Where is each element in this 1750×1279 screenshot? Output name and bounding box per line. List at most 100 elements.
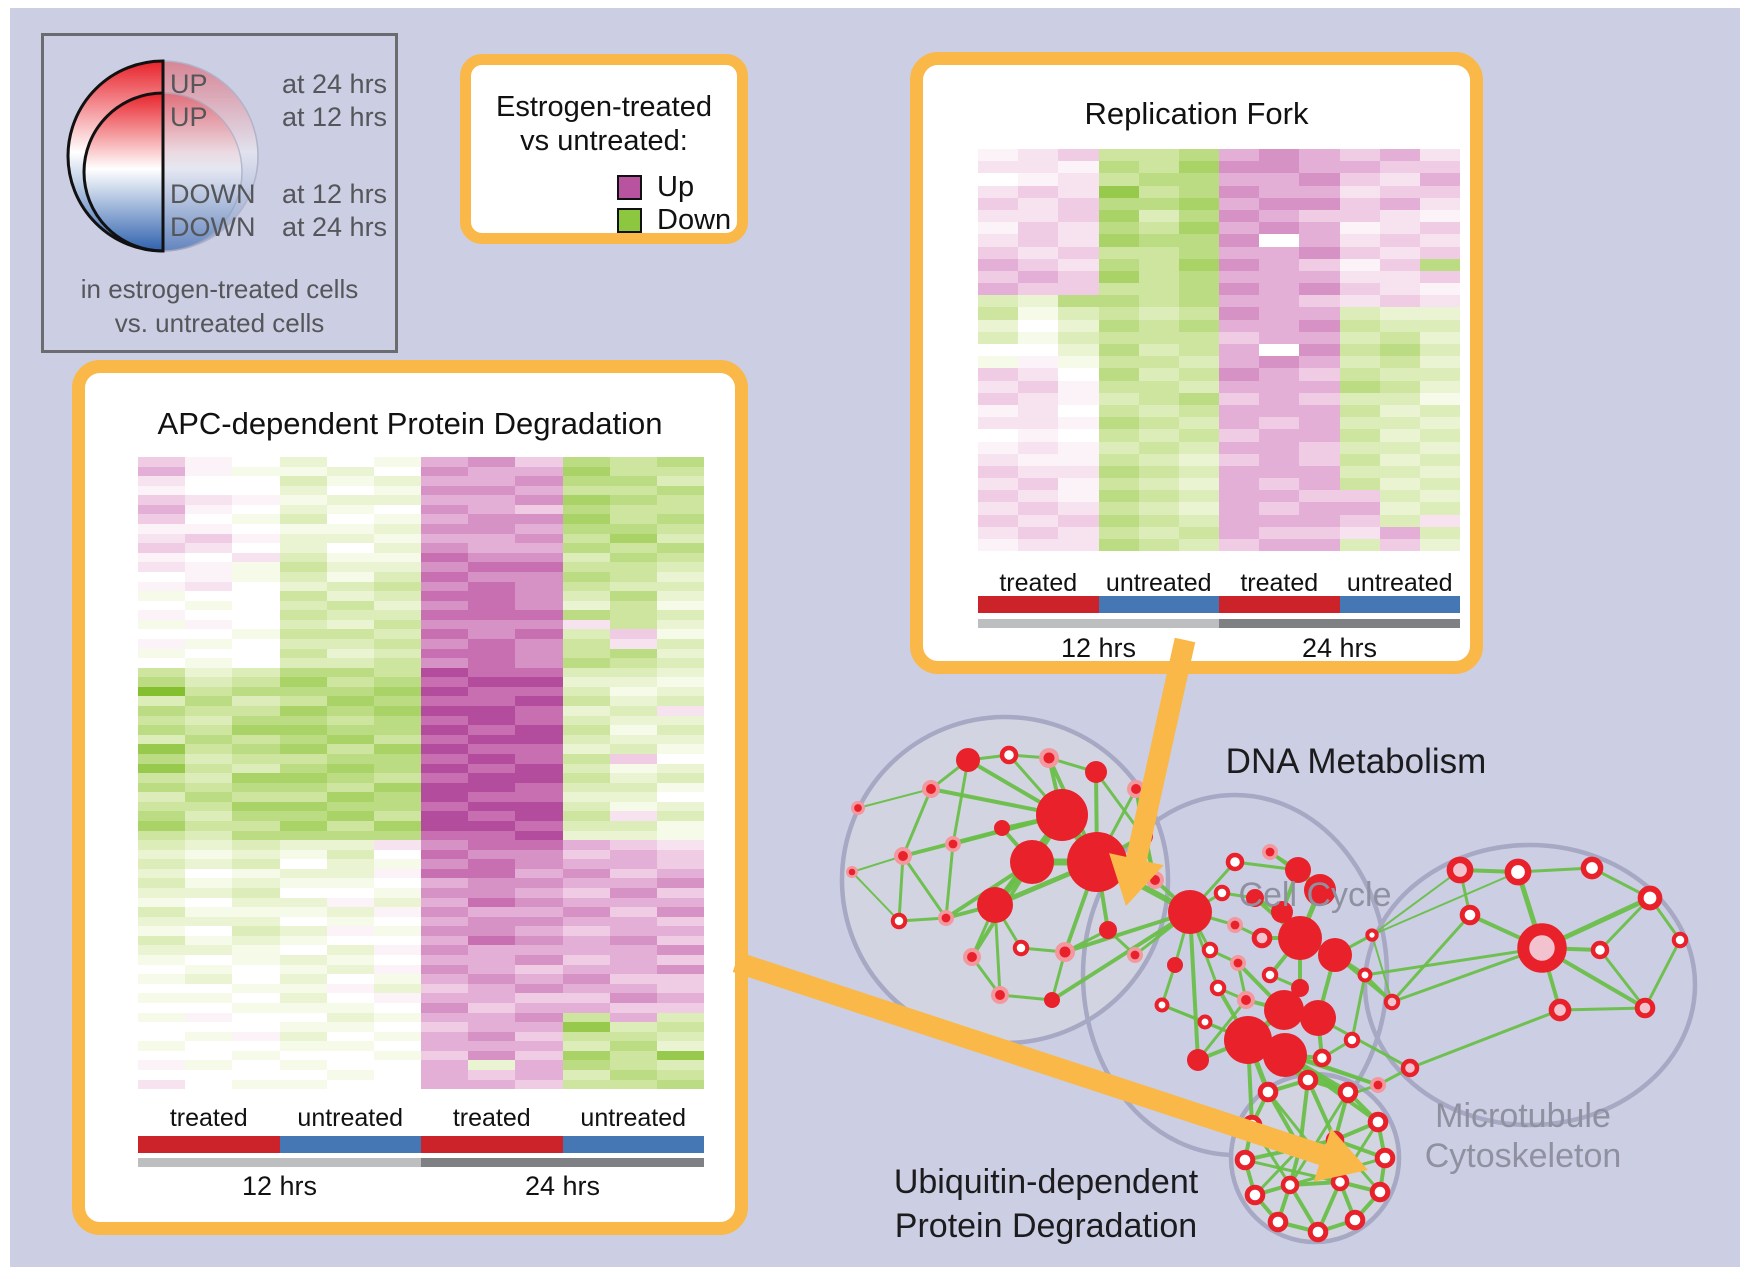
heatmap-cell — [138, 504, 186, 515]
heatmap-cell — [138, 552, 186, 563]
heatmap-cell — [562, 945, 610, 956]
heatmap-row — [138, 1050, 705, 1061]
heatmap-cell — [1299, 392, 1340, 405]
heatmap-cell — [656, 916, 705, 927]
heatmap-cell — [373, 753, 422, 764]
heatmap-cell — [326, 629, 374, 639]
heatmap-cell — [185, 581, 233, 592]
heatmap-cell — [232, 1012, 280, 1023]
heatmap-cell — [562, 935, 610, 946]
heatmap-cell — [326, 658, 374, 668]
heatmap-cell — [138, 888, 186, 898]
heatmap-cell — [1098, 307, 1139, 320]
heatmap-cell — [232, 629, 280, 639]
heatmap-cell — [232, 638, 280, 649]
heatmap-row — [978, 453, 1461, 466]
heatmap-cell — [1138, 356, 1179, 369]
heatmap-cell — [421, 562, 469, 572]
heatmap-cell — [656, 1079, 705, 1090]
updown-legend-box: UP at 24 hrs UP at 12 hrs DOWN at 12 hrs DO… — [41, 33, 398, 353]
heatmap-cell — [326, 897, 374, 908]
heatmap-cell — [326, 1050, 374, 1061]
heatmap-cell — [1219, 453, 1260, 466]
heatmap-cell — [609, 811, 657, 821]
untreated-bar-segment — [1098, 596, 1219, 613]
heatmap-cell — [1219, 197, 1260, 210]
heatmap-cell — [373, 782, 422, 793]
heatmap-cell — [609, 1022, 657, 1032]
heatmap-cell — [1219, 344, 1260, 357]
heatmap-cell — [562, 801, 610, 812]
heatmap-row — [978, 331, 1461, 344]
heatmap-cell — [185, 725, 233, 735]
heatmap-cell — [515, 686, 563, 697]
heatmap-cell — [232, 591, 280, 601]
heatmap-cell — [1339, 222, 1380, 235]
heatmap-row — [138, 1031, 705, 1042]
heatmap-row — [138, 715, 705, 726]
heatmap-row — [978, 514, 1461, 527]
heatmap-cell — [138, 1050, 186, 1061]
heatmap-cell — [326, 849, 374, 860]
heatmap-cell — [468, 1079, 516, 1090]
heatmap-cell — [656, 457, 705, 467]
heatmap-cell — [656, 830, 705, 841]
heatmap-cell — [978, 307, 1019, 320]
heatmap-cell — [279, 533, 327, 544]
heatmap-cell — [373, 552, 422, 563]
heatmap-cell — [1098, 368, 1139, 381]
heatmap-cell — [1419, 441, 1461, 454]
heatmap-cell — [1379, 307, 1420, 320]
heatmap-cell — [1058, 392, 1099, 405]
heatmap-cell — [138, 955, 186, 965]
heatmap-cell — [279, 820, 327, 831]
heatmap-cell — [373, 974, 422, 984]
heatmap-cell — [326, 591, 374, 601]
figure-canvas: UP at 24 hrs UP at 12 hrs DOWN at 12 hrs DO… — [10, 8, 1740, 1267]
heatmap-cell — [515, 734, 563, 745]
heatmap-cell — [279, 1079, 327, 1090]
heatmap-cell — [1419, 380, 1461, 393]
heatmap-cell — [326, 562, 374, 572]
heatmap-cell — [656, 495, 705, 505]
heatmap-cell — [656, 504, 705, 515]
heatmap-cell — [1058, 209, 1099, 223]
heatmap-cell — [609, 849, 657, 860]
heatmap-cell — [656, 801, 705, 812]
heatmap-cell — [468, 485, 516, 496]
heatmap-cell — [1178, 526, 1220, 539]
heatmap-cell — [326, 763, 374, 774]
heatmap-row — [978, 270, 1461, 284]
heatmap-cell — [1259, 331, 1300, 344]
heatmap-cell — [279, 801, 327, 812]
rf-panel-title: Replication Fork — [1084, 96, 1309, 131]
heatmap-row — [978, 478, 1461, 491]
heatmap-cell — [279, 706, 327, 716]
heatmap-cell — [656, 888, 705, 898]
heatmap-cell — [609, 677, 657, 687]
heatmap-cell — [138, 983, 186, 994]
heatmap-cell — [421, 964, 469, 975]
heatmap-cell — [138, 1070, 186, 1080]
heatmap-cell — [421, 868, 469, 879]
heatmap-cell — [421, 619, 469, 630]
heatmap-cell — [1178, 258, 1220, 271]
heatmap-row — [138, 562, 705, 572]
heatmap-cell — [468, 533, 516, 544]
heatmap-cell — [515, 1070, 563, 1080]
heatmap-cell — [1098, 246, 1139, 259]
heatmap-row — [138, 552, 705, 563]
heatmap-cell — [468, 830, 516, 841]
heatmap-cell — [562, 667, 610, 678]
heatmap-cell — [468, 1050, 516, 1061]
heatmap-row — [978, 197, 1461, 210]
heatmap-cell — [232, 974, 280, 984]
heatmap-row — [978, 392, 1461, 405]
heatmap-cell — [609, 658, 657, 668]
heatmap-cell — [279, 878, 327, 889]
heatmap-cell — [656, 773, 705, 783]
heatmap-cell — [185, 1002, 233, 1013]
heatmap-cell — [609, 974, 657, 984]
heatmap-cell — [978, 368, 1019, 381]
heatmap-cell — [1098, 258, 1139, 271]
